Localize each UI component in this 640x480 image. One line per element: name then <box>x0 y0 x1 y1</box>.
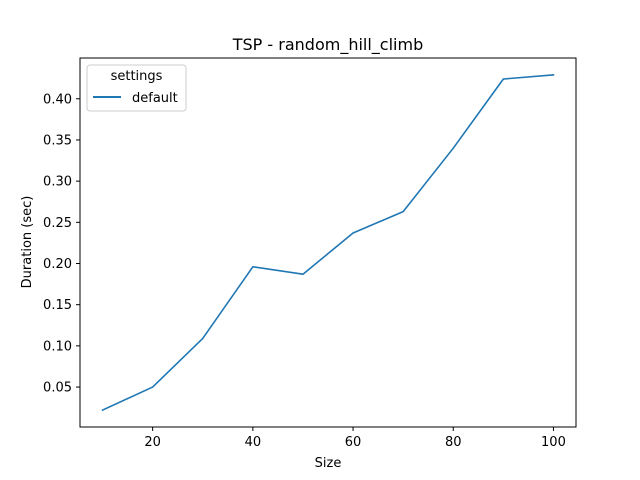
x-tick-label-1: 40 <box>245 435 262 450</box>
y-tick-label-0: 0.05 <box>43 381 72 396</box>
y-axis-label: Duration (sec) <box>20 196 35 289</box>
plot-frame <box>79 57 577 428</box>
legend: settings default <box>86 64 187 112</box>
legend-title: settings <box>111 69 163 84</box>
series-layer <box>101 74 555 412</box>
x-tick-label-4: 100 <box>541 435 566 450</box>
y-tick-label-5: 0.30 <box>43 175 72 190</box>
x-tick-label-0: 20 <box>144 435 161 450</box>
plot-area <box>79 57 577 428</box>
y-axis-ticks: 0.05 0.10 0.15 0.20 0.25 0.30 0.35 0.40 <box>43 92 80 396</box>
y-tick-label-4: 0.25 <box>43 216 72 231</box>
y-tick-label-1: 0.10 <box>43 339 72 354</box>
x-tick-label-3: 80 <box>445 435 462 450</box>
x-tick-label-2: 60 <box>345 435 362 450</box>
y-tick-label-3: 0.20 <box>43 257 72 272</box>
legend-box <box>86 64 187 112</box>
chart-title: TSP - random_hill_climb <box>232 35 423 55</box>
y-tick-label-6: 0.35 <box>43 133 72 148</box>
x-axis-label: Size <box>315 456 342 471</box>
y-tick-label-7: 0.40 <box>43 92 72 107</box>
x-axis-ticks: 20 40 60 80 100 <box>144 427 566 450</box>
series-line-default <box>101 74 555 412</box>
legend-entry-default: default <box>132 91 178 106</box>
y-tick-label-2: 0.15 <box>43 298 72 313</box>
